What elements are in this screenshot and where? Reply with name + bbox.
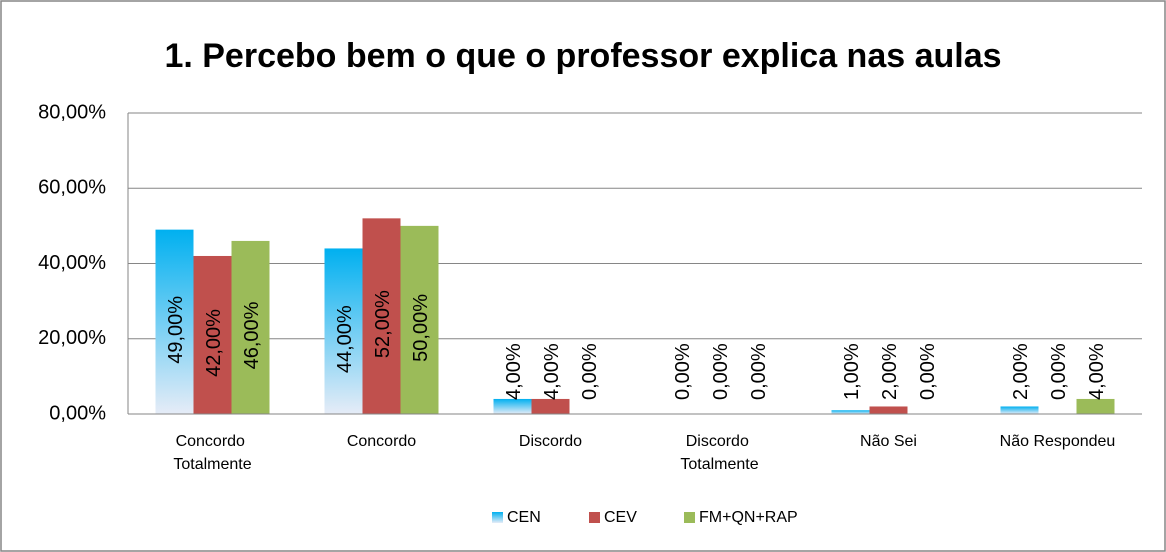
x-tick-label: Discordo Totalmente (680, 433, 758, 473)
legend-label: CEN (507, 509, 541, 526)
bar (400, 225, 439, 414)
legend-swatch (492, 512, 503, 523)
bar (324, 248, 363, 414)
value-label: 4,00% (541, 343, 563, 400)
value-label: 42,00% (203, 309, 225, 377)
x-tick-label: Não Sei (860, 433, 917, 450)
legend-label: CEV (604, 509, 637, 526)
y-tick-label: 60,00% (38, 177, 106, 199)
value-label: 52,00% (372, 290, 394, 358)
value-label: 2,00% (879, 343, 901, 400)
x-tick-label: Discordo (519, 433, 582, 450)
value-label: 46,00% (241, 301, 263, 369)
value-label: 0,00% (917, 343, 939, 400)
y-tick-label: 20,00% (38, 327, 106, 349)
value-label: 1,00% (841, 343, 863, 400)
bar (1076, 398, 1115, 414)
value-label: 44,00% (334, 305, 356, 373)
bar (493, 398, 532, 414)
value-label: 49,00% (165, 296, 187, 364)
bar (362, 218, 401, 414)
value-label: 4,00% (1086, 343, 1108, 400)
value-label: 0,00% (748, 343, 770, 400)
legend-swatch (589, 512, 600, 523)
bar (155, 229, 194, 414)
legend-swatch (684, 512, 695, 523)
bar (1000, 406, 1039, 414)
value-label: 0,00% (672, 343, 694, 400)
y-tick-label: 80,00% (38, 101, 106, 123)
value-label: 0,00% (1048, 343, 1070, 400)
bar (231, 240, 270, 414)
bar (193, 255, 232, 414)
bar (531, 398, 570, 414)
bar (869, 406, 908, 414)
x-tick-label: Não Respondeu (1000, 433, 1116, 450)
value-label: 2,00% (1010, 343, 1032, 400)
bar (831, 410, 870, 414)
y-tick-label: 40,00% (38, 252, 106, 274)
value-label: 4,00% (503, 343, 525, 400)
x-tick-label: Concordo (347, 433, 416, 450)
chart-title: 1. Percebo bem o que o professor explica… (164, 37, 1001, 75)
y-tick-label: 0,00% (49, 402, 106, 424)
legend-label: FM+QN+RAP (699, 509, 798, 526)
x-tick-label: Concordo Totalmente (173, 433, 251, 473)
value-label: 0,00% (710, 343, 732, 400)
value-label: 50,00% (410, 294, 432, 362)
value-label: 0,00% (579, 343, 601, 400)
